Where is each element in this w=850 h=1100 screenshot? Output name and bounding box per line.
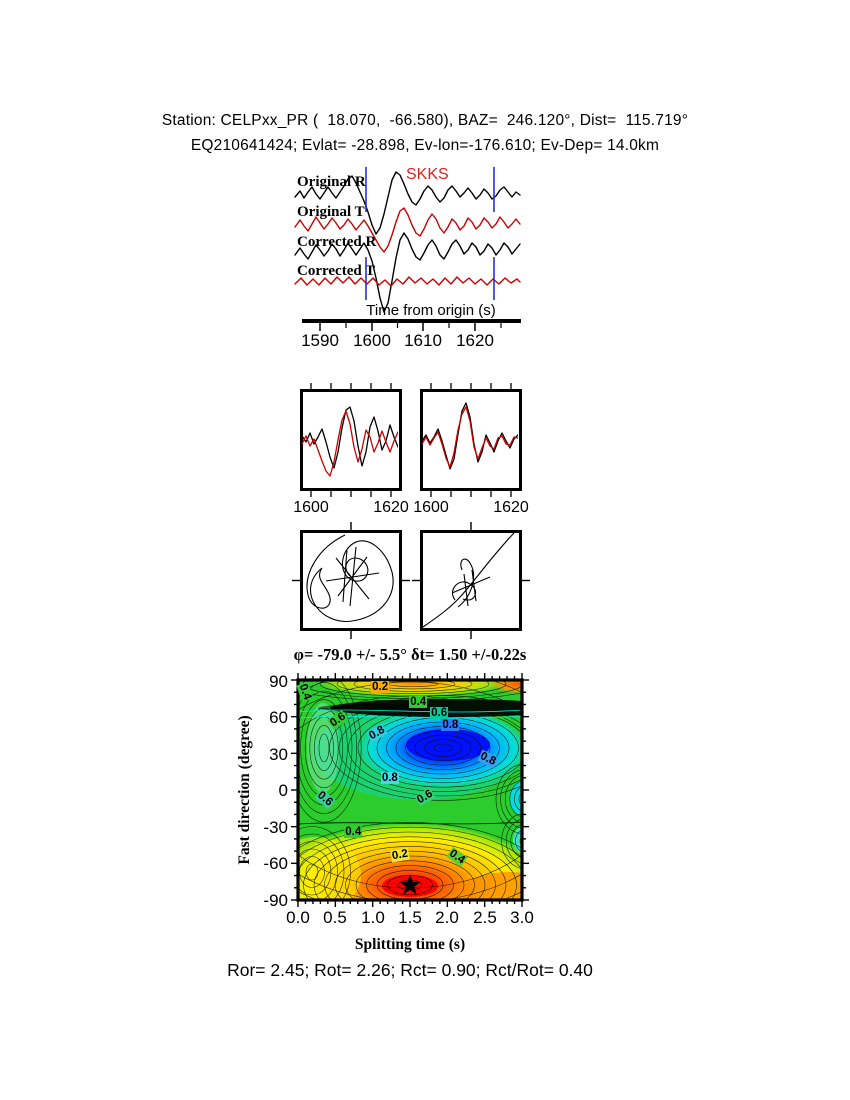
contour-frame (296, 678, 524, 902)
footer-stats: Ror= 2.45; Rot= 2.26; Rct= 0.90; Rct/Rot… (227, 960, 593, 980)
trace-label-corrected-t: Corrected T (297, 263, 376, 279)
trace-label-original-r: Original R (297, 174, 366, 190)
best-solution-star (399, 874, 421, 895)
window-right-tick-1600: 1600 (413, 499, 449, 516)
splitting-contour-plot (291, 673, 529, 907)
xtick-3.0: 3.0 (510, 908, 534, 927)
trace-label-original-t: Original T (297, 204, 365, 220)
window-waveform-box-right (420, 389, 522, 491)
ytick-60: 60 (269, 708, 288, 727)
particle-motion-box-original (300, 530, 402, 631)
xtick-2.0: 2.0 (435, 908, 459, 927)
ytick-30: 30 (269, 745, 288, 764)
time-tick-1620: 1620 (456, 331, 494, 350)
contour-title: φ= -79.0 +/- 5.5° δt= 1.50 +/-0.22s (293, 645, 527, 664)
ytick-m30: -30 (263, 818, 288, 837)
ytick-0: 0 (278, 781, 288, 800)
phase-label-skks: SKKS (406, 166, 449, 183)
ytick-90: 90 (269, 672, 288, 691)
time-tick-1600: 1600 (353, 331, 391, 350)
time-tick-1610: 1610 (404, 331, 442, 350)
xtick-0.0: 0.0 (286, 908, 310, 927)
ytick-m90: -90 (263, 891, 288, 910)
xtick-2.5: 2.5 (473, 908, 497, 927)
window-left-tick-1600: 1600 (293, 499, 329, 516)
xtick-0.5: 0.5 (323, 908, 347, 927)
xtick-1.5: 1.5 (398, 908, 422, 927)
splitting-time-axis-label: Splitting time (s) (354, 936, 466, 953)
particle-motion-box-corrected (420, 530, 522, 631)
window-left-tick-1620: 1620 (373, 499, 409, 516)
time-tick-1590: 1590 (301, 331, 339, 350)
ytick-m60: -60 (263, 854, 288, 873)
xtick-1.0: 1.0 (361, 908, 385, 927)
event-header-line2: EQ210641424; Evlat= -28.898, Ev-lon=-176… (190, 137, 660, 154)
window-waveform-box-left (300, 389, 402, 491)
window-right-tick-1620: 1620 (493, 499, 529, 516)
station-header-line1: Station: CELPxx_PR ( 18.070, -66.580), B… (161, 112, 689, 129)
time-axis-label: Time from origin (s) (366, 302, 496, 319)
